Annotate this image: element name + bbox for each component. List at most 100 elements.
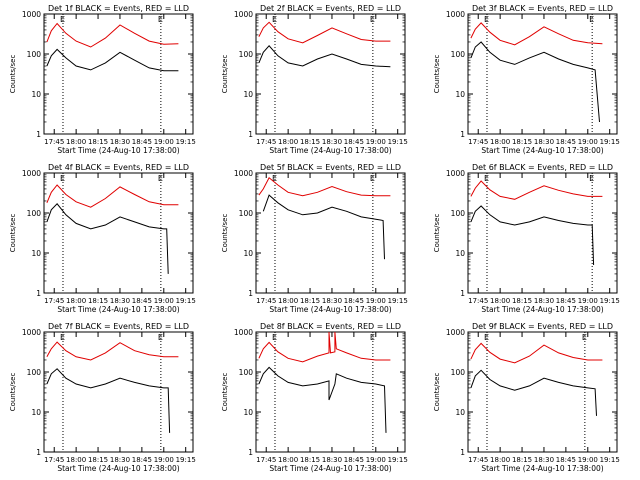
y-axis-label: Counts/sec	[9, 55, 17, 94]
y-tick-label: 100	[239, 209, 254, 218]
marker-label: E	[158, 333, 163, 342]
x-tick-label: 18:15	[88, 456, 108, 464]
panel-title: Det 9f BLACK = Events, RED = LLD	[472, 322, 613, 331]
x-tick-label: 19:00	[578, 138, 598, 146]
x-tick-label: 19:15	[600, 138, 620, 146]
y-tick-label: 10	[243, 249, 253, 258]
marker-label: E	[484, 333, 489, 342]
panel-title: Det 4f BLACK = Events, RED = LLD	[48, 163, 189, 172]
panel-title: Det 6f BLACK = Events, RED = LLD	[472, 163, 613, 172]
x-tick-label: 17:45	[256, 138, 276, 146]
y-tick-label: 1000	[234, 10, 253, 19]
y-tick-label: 1000	[446, 328, 465, 337]
x-tick-label: 19:15	[388, 456, 408, 464]
events-series-line	[46, 48, 179, 72]
y-axis-label: Counts/sec	[433, 55, 441, 94]
x-tick-label: 18:15	[512, 138, 532, 146]
x-tick-label: 17:45	[468, 456, 488, 464]
x-tick-label: 18:30	[110, 456, 130, 464]
marker-label: E	[272, 174, 277, 183]
lld-series-line	[46, 184, 179, 208]
y-axis-label: Counts/sec	[433, 373, 441, 412]
y-tick-label: 1000	[446, 10, 465, 19]
x-tick-label: 19:00	[578, 297, 598, 305]
y-tick-label: 1000	[22, 10, 41, 19]
lld-series-line	[46, 341, 179, 361]
y-tick-label: 10	[31, 249, 41, 258]
x-tick-label: 18:30	[534, 456, 554, 464]
x-tick-label: 18:45	[344, 138, 364, 146]
y-tick-label: 100	[27, 368, 42, 377]
y-tick-label: 100	[451, 50, 466, 59]
y-tick-label: 1	[460, 289, 465, 298]
plot-frame	[255, 13, 406, 135]
x-tick-label: 17:45	[256, 297, 276, 305]
x-tick-label: 18:00	[278, 456, 298, 464]
x-tick-label: 19:00	[366, 297, 386, 305]
y-tick-label: 1	[36, 448, 41, 457]
y-tick-label: 1000	[22, 169, 41, 178]
x-tick-label: 18:00	[66, 138, 86, 146]
panel-title: Det 3f BLACK = Events, RED = LLD	[472, 4, 613, 13]
x-tick-label: 17:45	[44, 297, 64, 305]
x-tick-label: 18:00	[490, 297, 510, 305]
marker-label: E	[158, 15, 163, 24]
panel-title: Det 2f BLACK = Events, RED = LLD	[260, 4, 401, 13]
x-tick-label: 18:15	[88, 138, 108, 146]
events-series-line	[262, 194, 385, 260]
panel-title: Det 8f BLACK = Events, RED = LLD	[260, 322, 401, 331]
events-series-line	[46, 203, 169, 274]
marker-label: E	[60, 333, 65, 342]
marker-label: E	[370, 15, 375, 24]
x-tick-label: 17:45	[256, 456, 276, 464]
marker-label: E	[370, 333, 375, 342]
detector-panel-1: Det 1f BLACK = Events, RED = LLD 1 10 100 10…	[9, 4, 196, 155]
x-tick-label: 18:00	[490, 138, 510, 146]
x-tick-label: 19:15	[176, 297, 196, 305]
x-tick-label: 19:00	[366, 138, 386, 146]
y-tick-label: 100	[451, 368, 466, 377]
x-axis-label: Start Time (24-Aug-10 17:38:00)	[481, 305, 603, 314]
x-tick-label: 18:30	[322, 456, 342, 464]
y-tick-label: 1	[36, 289, 41, 298]
x-tick-label: 19:15	[600, 456, 620, 464]
x-tick-label: 18:00	[278, 138, 298, 146]
x-tick-label: 18:45	[132, 297, 152, 305]
y-axis-label: Counts/sec	[9, 214, 17, 253]
plot-frame	[43, 13, 194, 135]
marker-label: E	[60, 15, 65, 24]
marker-label: E	[272, 15, 277, 24]
x-tick-label: 18:45	[556, 297, 576, 305]
events-series-line	[258, 45, 391, 68]
y-axis-label: Counts/sec	[221, 214, 229, 253]
events-series-line	[46, 368, 171, 433]
lld-series-line	[46, 22, 179, 48]
x-tick-label: 18:45	[344, 456, 364, 464]
x-tick-label: 18:45	[132, 138, 152, 146]
detector-panel-9: Det 9f BLACK = Events, RED = LLD 1 10 100 10…	[433, 322, 620, 473]
y-tick-label: 1	[460, 448, 465, 457]
x-tick-label: 19:15	[600, 297, 620, 305]
x-tick-label: 18:00	[490, 456, 510, 464]
x-tick-label: 18:45	[556, 138, 576, 146]
detector-panel-4: Det 4f BLACK = Events, RED = LLD 1 10 100 10…	[9, 163, 196, 314]
y-tick-label: 1000	[234, 328, 253, 337]
lld-series-line	[470, 22, 603, 46]
plot-frame	[467, 13, 618, 135]
detector-panel-3: Det 3f BLACK = Events, RED = LLD 1 10 100 10…	[433, 4, 620, 155]
plot-frame	[467, 331, 618, 453]
x-tick-label: 18:15	[300, 456, 320, 464]
y-tick-label: 1	[248, 289, 253, 298]
panel-title: Det 5f BLACK = Events, RED = LLD	[260, 163, 401, 172]
x-tick-label: 19:00	[154, 456, 174, 464]
y-tick-label: 100	[27, 50, 42, 59]
y-tick-label: 10	[455, 249, 465, 258]
marker-label: E	[158, 174, 163, 183]
y-tick-label: 100	[27, 209, 42, 218]
y-axis-label: Counts/sec	[9, 373, 17, 412]
lld-series-line	[258, 331, 391, 363]
y-tick-label: 1	[460, 130, 465, 139]
y-tick-label: 100	[239, 368, 254, 377]
x-tick-label: 19:00	[154, 297, 174, 305]
